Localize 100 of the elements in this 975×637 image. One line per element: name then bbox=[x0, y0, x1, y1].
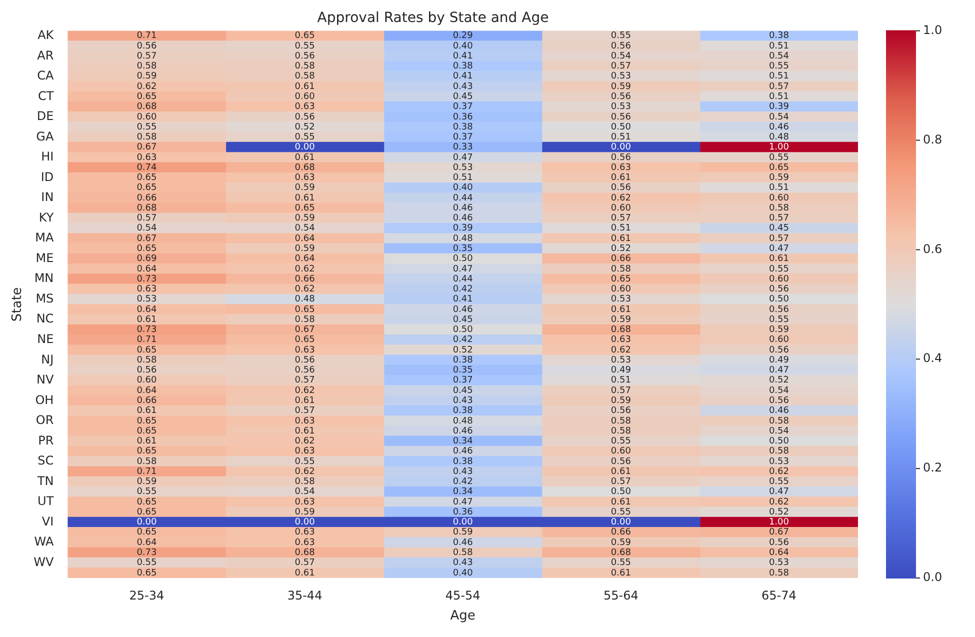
data-label: 0.62 bbox=[294, 386, 315, 396]
data-label: 0.44 bbox=[452, 193, 474, 204]
data-label: 0.58 bbox=[294, 477, 316, 488]
data-label: 0.34 bbox=[452, 436, 474, 447]
data-label: 0.61 bbox=[136, 406, 157, 416]
y-tick-label: NC bbox=[36, 312, 54, 326]
data-label: 0.62 bbox=[294, 466, 315, 477]
data-label: 0.40 bbox=[452, 568, 474, 578]
data-label: 0.56 bbox=[136, 366, 157, 376]
data-label: 0.61 bbox=[610, 466, 631, 477]
data-label: 0.71 bbox=[136, 466, 157, 477]
y-tick-label: KY bbox=[38, 210, 54, 224]
data-label: 0.63 bbox=[136, 284, 157, 295]
data-label: 0.56 bbox=[294, 112, 316, 122]
data-label: 0.57 bbox=[768, 234, 789, 244]
x-tick-label: 25-34 bbox=[129, 588, 164, 602]
data-label: 0.53 bbox=[610, 102, 631, 112]
data-label: 0.43 bbox=[452, 82, 473, 92]
color-bar-label: 0.6 bbox=[923, 242, 942, 256]
data-label: 0.52 bbox=[768, 376, 789, 386]
data-label: 0.46 bbox=[768, 122, 790, 132]
data-label: 0.49 bbox=[768, 355, 790, 366]
data-label: 0.62 bbox=[136, 82, 157, 92]
data-label: 0.57 bbox=[610, 386, 631, 396]
data-label: 0.65 bbox=[136, 507, 157, 518]
x-tick-label: 35-44 bbox=[287, 588, 322, 602]
data-label: 0.63 bbox=[294, 446, 315, 457]
color-bar-label: 1.0 bbox=[923, 22, 942, 37]
data-label: 0.59 bbox=[610, 396, 632, 406]
data-label: 0.55 bbox=[768, 152, 789, 163]
y-tick-label: NV bbox=[36, 372, 54, 387]
data-label: 0.61 bbox=[294, 152, 315, 163]
data-label: 0.68 bbox=[294, 548, 316, 558]
data-label: 0.50 bbox=[452, 325, 474, 336]
data-label: 0.54 bbox=[768, 112, 790, 122]
data-label: 0.56 bbox=[610, 112, 632, 122]
data-label: 0.57 bbox=[294, 376, 315, 386]
data-label: 0.60 bbox=[136, 376, 157, 386]
data-label: 0.64 bbox=[768, 548, 790, 558]
data-label: 0.56 bbox=[768, 284, 790, 295]
data-label: 0.56 bbox=[136, 41, 157, 52]
data-label: 0.63 bbox=[610, 335, 631, 346]
color-bar-label: 0.0 bbox=[923, 570, 942, 584]
data-label: 0.58 bbox=[768, 446, 790, 457]
data-label: 0.64 bbox=[136, 538, 157, 548]
data-label: 0.63 bbox=[294, 538, 315, 548]
data-label: 0.29 bbox=[452, 31, 474, 42]
data-label: 0.55 bbox=[610, 436, 631, 447]
y-tick-label: VI bbox=[42, 514, 54, 528]
data-label: 0.57 bbox=[768, 214, 789, 224]
data-label: 0.54 bbox=[294, 487, 316, 498]
data-label: 0.38 bbox=[768, 31, 790, 42]
data-label: 0.00 bbox=[136, 518, 157, 528]
data-label: 0.60 bbox=[768, 193, 790, 204]
data-label: 0.43 bbox=[452, 466, 473, 477]
data-label: 0.50 bbox=[610, 122, 632, 132]
data-label: 0.73 bbox=[136, 325, 157, 336]
y-tick-label: PR bbox=[38, 433, 54, 448]
data-label: 0.40 bbox=[452, 183, 474, 194]
data-label: 0.55 bbox=[768, 314, 789, 325]
data-label: 0.56 bbox=[294, 366, 316, 376]
data-label: 0.58 bbox=[136, 456, 157, 467]
data-label: 0.71 bbox=[136, 31, 157, 42]
data-label: 0.65 bbox=[136, 244, 157, 254]
data-label: 0.51 bbox=[610, 224, 631, 234]
data-label: 0.65 bbox=[294, 31, 315, 42]
data-label: 0.58 bbox=[610, 264, 632, 274]
data-label: 0.55 bbox=[768, 264, 789, 274]
data-label: 0.59 bbox=[136, 477, 157, 488]
data-label: 0.38 bbox=[452, 355, 474, 366]
data-label: 0.51 bbox=[768, 41, 789, 52]
x-tick-label: 65-74 bbox=[762, 588, 796, 602]
data-label: 0.54 bbox=[610, 51, 632, 62]
data-label: 0.65 bbox=[136, 92, 157, 102]
data-label: 0.67 bbox=[136, 234, 157, 244]
data-label: 0.60 bbox=[610, 446, 632, 457]
data-label: 0.51 bbox=[452, 173, 473, 184]
data-label: 0.63 bbox=[294, 528, 315, 538]
data-label: 0.45 bbox=[768, 224, 789, 234]
data-label: 0.55 bbox=[610, 558, 631, 568]
data-label: 0.66 bbox=[136, 193, 157, 204]
data-label: 0.51 bbox=[768, 72, 789, 82]
data-label: 0.68 bbox=[136, 203, 157, 214]
y-tick-label: ID bbox=[40, 170, 54, 184]
data-label: 0.60 bbox=[768, 335, 790, 346]
data-label: 0.46 bbox=[452, 538, 474, 548]
data-label: 0.61 bbox=[294, 193, 315, 204]
y-tick-label: IN bbox=[41, 190, 54, 204]
data-label: 0.48 bbox=[294, 294, 316, 305]
data-label: 0.62 bbox=[294, 436, 315, 447]
data-label: 0.59 bbox=[452, 528, 474, 538]
data-label: 0.59 bbox=[136, 72, 157, 82]
data-label: 0.43 bbox=[452, 396, 473, 406]
y-tick-label: MS bbox=[36, 291, 54, 306]
data-label: 0.58 bbox=[136, 132, 157, 143]
data-label: 0.57 bbox=[136, 51, 157, 62]
data-label: 0.59 bbox=[294, 507, 316, 518]
data-label: 0.45 bbox=[452, 386, 473, 396]
data-label: 0.52 bbox=[768, 507, 789, 518]
data-label: 0.38 bbox=[452, 122, 474, 132]
